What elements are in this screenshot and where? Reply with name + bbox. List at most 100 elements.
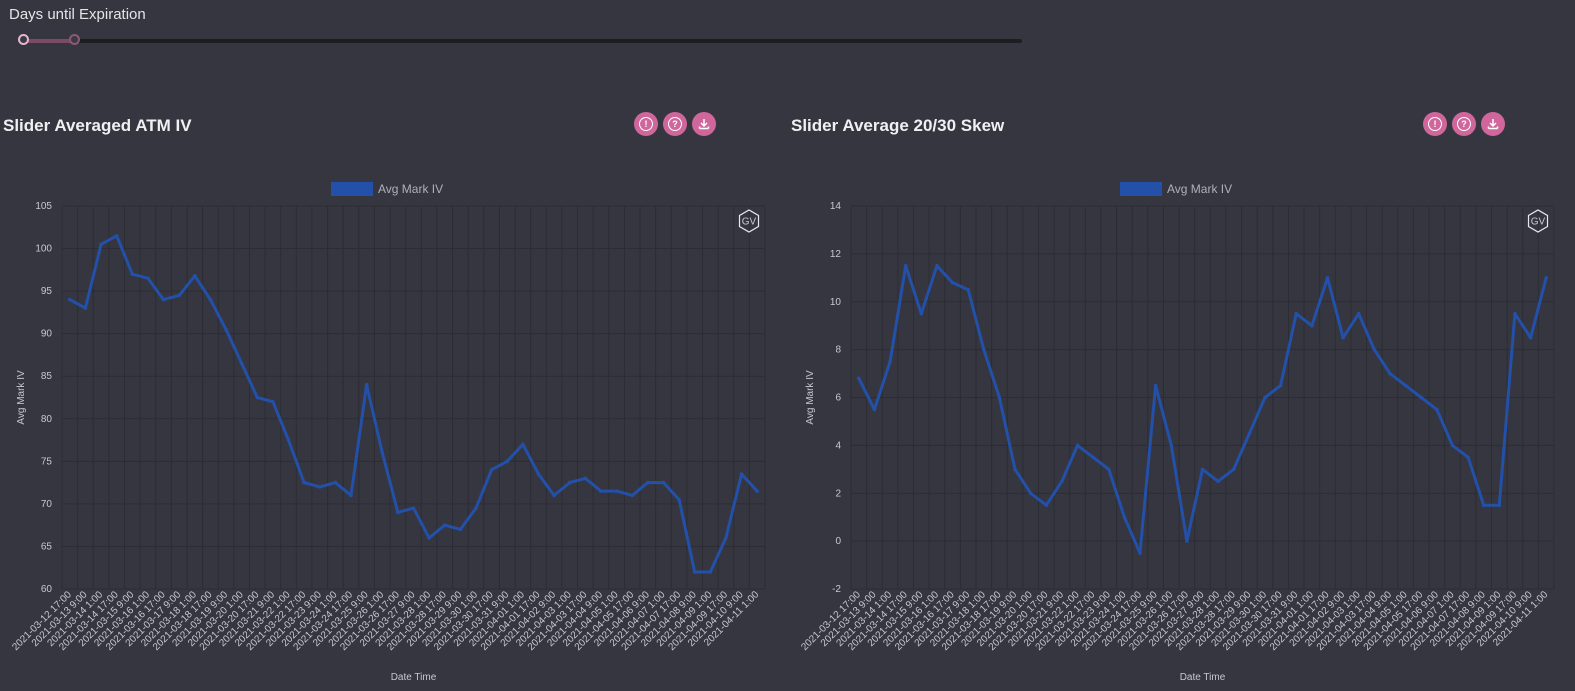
data-point [1091, 455, 1095, 460]
data-point [442, 523, 447, 527]
data-point [857, 376, 861, 381]
data-point [161, 297, 166, 302]
download-button[interactable] [692, 112, 716, 136]
data-point [489, 468, 494, 472]
x-axis-label: Date Time [1180, 672, 1226, 683]
data-point [302, 480, 306, 485]
y-tick-label: 0 [835, 536, 841, 547]
data-point [1028, 491, 1033, 496]
y-tick-label: 2 [835, 488, 841, 499]
data-point [396, 510, 400, 515]
y-tick-label: 6 [835, 393, 841, 404]
data-point [1044, 503, 1049, 508]
y-tick-label: -2 [832, 584, 841, 595]
data-point [427, 536, 431, 540]
y-tick-label: 8 [835, 345, 841, 356]
data-point [552, 493, 556, 498]
slider-label: Days until Expiration [9, 6, 146, 23]
data-point [146, 276, 150, 281]
data-point [380, 451, 385, 455]
data-point [224, 327, 228, 332]
help-button[interactable]: ? [663, 112, 687, 136]
slider-track[interactable] [24, 39, 1022, 43]
data-point [1185, 539, 1189, 543]
data-point [981, 347, 986, 352]
data-point [1341, 335, 1345, 340]
data-point [239, 361, 244, 366]
data-point [1435, 407, 1439, 412]
y-axis-label: Avg Mark IV [805, 370, 816, 425]
watermark-hexagon [1527, 209, 1549, 233]
y-tick-label: 80 [41, 414, 53, 425]
data-point [130, 272, 135, 276]
data-point [333, 480, 338, 485]
slider-thumb-min[interactable] [18, 34, 29, 45]
data-point [192, 273, 197, 278]
data-point [1106, 467, 1111, 472]
data-point [536, 472, 541, 476]
data-point [1481, 503, 1486, 508]
y-tick-label: 60 [41, 584, 53, 595]
download-icon [1487, 119, 1499, 130]
info-button[interactable]: ! [1423, 112, 1447, 136]
legend-label: Avg Mark IV [378, 182, 443, 196]
data-point [583, 476, 588, 481]
data-point [1325, 276, 1330, 280]
legend-swatch [331, 182, 373, 196]
y-tick-label: 75 [41, 456, 53, 467]
data-point [677, 497, 681, 502]
data-point [1231, 467, 1236, 472]
data-point [474, 506, 478, 510]
data-point [614, 489, 619, 493]
data-point [950, 280, 955, 285]
panel-title-atm-iv: Slider Averaged ATM IV [3, 116, 192, 135]
data-point [888, 359, 892, 364]
data-point [1497, 503, 1502, 508]
download-button[interactable] [1481, 112, 1505, 136]
data-point [208, 297, 213, 302]
slider-thumb-max[interactable] [69, 34, 80, 45]
data-point [521, 442, 525, 447]
info-button[interactable]: ! [634, 112, 658, 136]
data-point [1513, 311, 1517, 316]
data-point [1278, 383, 1283, 388]
data-point [505, 459, 510, 464]
data-point [1419, 395, 1424, 400]
watermark-hexagon [738, 209, 760, 233]
y-tick-label: 4 [835, 440, 841, 451]
data-point [708, 570, 713, 574]
y-tick-label: 105 [35, 201, 52, 212]
data-point [1247, 431, 1252, 436]
data-point [286, 438, 291, 442]
data-point [1138, 551, 1142, 555]
data-point [1122, 515, 1127, 519]
data-point [1153, 383, 1158, 388]
x-axis-label: Date Time [391, 672, 437, 683]
help-button[interactable]: ? [1452, 112, 1476, 136]
data-point [1310, 323, 1314, 328]
y-tick-label: 95 [41, 286, 53, 297]
data-point [739, 472, 744, 476]
data-point [1388, 371, 1392, 376]
data-point [349, 493, 353, 498]
data-point [83, 306, 88, 310]
data-point [919, 311, 924, 316]
data-point [1466, 455, 1470, 460]
data-point [630, 493, 635, 498]
y-tick-label: 90 [41, 329, 53, 340]
data-point [661, 480, 666, 485]
data-point [755, 489, 759, 493]
data-point [1528, 335, 1533, 340]
data-point [1263, 395, 1267, 400]
data-point [1356, 311, 1361, 316]
data-point [1372, 347, 1377, 352]
data-point [724, 536, 728, 540]
y-tick-label: 14 [830, 201, 842, 212]
y-tick-label: 65 [41, 541, 53, 552]
info-icon: ! [1428, 117, 1442, 131]
watermark-text: GV [1531, 217, 1546, 228]
y-tick-label: 12 [830, 249, 842, 260]
data-point [1216, 479, 1220, 484]
data-point [1294, 311, 1299, 316]
